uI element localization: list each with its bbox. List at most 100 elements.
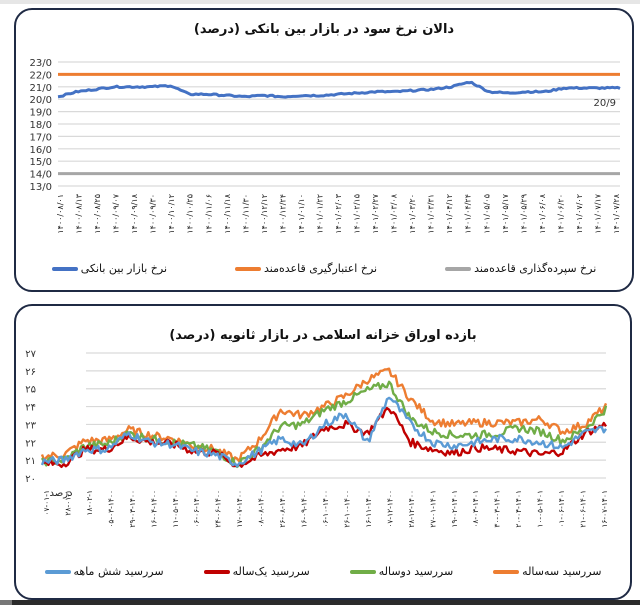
y-tick-label: ۲۴	[25, 403, 36, 414]
y-tick-label: ۲۶	[25, 367, 36, 378]
x-tick-label: ۱۴۰۱/۰۳/۰۸	[390, 193, 399, 233]
x-tick-label: ۱۴۰۱/۰۵/۰۵	[482, 194, 491, 234]
x-tick-label: ۲۶-۱۰-۱۴۰۰	[342, 490, 351, 528]
legend-item-deposit-rate: نرخ سپرده‌گذاری قاعده‌مند	[445, 262, 596, 275]
x-tick-label: ۱۴۰۱/۰۷/۲۸	[612, 193, 621, 233]
chart-title: دالان نرخ سود در بازار بین بانکی (درصد)	[193, 22, 455, 37]
x-tick-label: ۱۴۰۱/۰۴/۲۴	[464, 194, 473, 234]
y-tick-label: ۲۳	[25, 420, 36, 431]
svg-text:۰۵-۰۳-۱۴۰۰: ۰۵-۰۳-۱۴۰۰	[106, 490, 115, 528]
series-line	[40, 367, 608, 463]
y-tick-label: 17/0	[30, 132, 52, 143]
svg-text:۳۰-۰۳-۱۴۰۱: ۳۰-۰۳-۱۴۰۱	[493, 490, 502, 528]
y-tick-label: 18/0	[30, 120, 52, 131]
svg-text:۱۴۰۱/۰۶/۰۸: ۱۴۰۱/۰۶/۰۸	[538, 193, 547, 233]
x-tick-label: ۰۸-۰۸-۱۴۰۰	[257, 490, 266, 528]
legend-swatch	[51, 266, 78, 271]
svg-text:۲۷-۰۱-۱۴۰۱: ۲۷-۰۱-۱۴۰۱	[428, 490, 437, 528]
x-tick-label: ۱۴۰۰/۱۰/۲۵	[186, 194, 195, 234]
treasury-yield-chart: ۲۷ ۲۶ ۲۵ ۲۴ ۲۳ ۲۲ ۲۱ ۲۰ ۰۷-۰۱-۱ ۲۸-۰۱-۱ ۱۸-۰۲-۱ ۰۵-…	[25, 349, 609, 528]
top-divider	[0, 0, 640, 4]
y-tick-label: 21/0	[30, 83, 52, 94]
x-tick-label: ۲۷-۰۱-۱۴۰۱	[428, 490, 437, 528]
svg-text:۱۴۰۱/۰۶/۲۰: ۱۴۰۱/۰۶/۲۰	[556, 194, 565, 234]
interbank-corridor-panel: دالان نرخ سود در بازار بین بانکی (درصد) …	[14, 8, 634, 292]
x-tick-label: ۱۴۰۰/۱۲/۱۲	[260, 194, 269, 234]
legend-swatch	[203, 569, 230, 574]
svg-text:۱۴۰۱/۰۲/۲۷: ۱۴۰۱/۰۲/۲۷	[371, 193, 380, 233]
legend-swatch	[493, 569, 520, 574]
svg-text:۱۴۰۰/۰۸/۱۳: ۱۴۰۰/۰۸/۱۳	[75, 193, 84, 233]
x-tick-label: ۱۴۰۱/۰۶/۰۸	[538, 193, 547, 233]
svg-text:۱۶-۰۷-۱۴۰۱: ۱۶-۰۷-۱۴۰۱	[600, 490, 609, 528]
svg-text:۲۱-۰۶-۱۴۰۱: ۲۱-۰۶-۱۴۰۱	[579, 490, 588, 528]
svg-text:۱۶-۰۹-۱۴۰۰: ۱۶-۰۹-۱۴۰۰	[300, 490, 309, 528]
svg-text:۰۶-۱۰-۱۴۰۰: ۰۶-۱۰-۱۴۰۰	[321, 490, 330, 528]
svg-text:۱۴۰۰/۰۹/۳۰: ۱۴۰۰/۰۹/۳۰	[149, 194, 158, 234]
x-tick-label: ۱۸-۰۲-۱	[85, 490, 94, 516]
legend-item-lending-rate: نرخ اعتبارگیری قاعده‌مند	[235, 262, 377, 275]
x-tick-label: ۱۴۰۰/۰۸/۲۵	[93, 194, 102, 234]
x-tick-label: ۱۶-۱۱-۱۴۰۰	[364, 490, 373, 528]
svg-text:۰۷-۰۱-۱: ۰۷-۰۱-۱	[42, 490, 51, 516]
svg-text:۱۴۰۰/۰۸/۲۵: ۱۴۰۰/۰۸/۲۵	[93, 194, 102, 234]
x-tick-label: ۳۰-۰۳-۱۴۰۱	[493, 490, 502, 528]
x-tick-label: ۰۱-۰۶-۱۴۰۱	[557, 490, 566, 528]
x-tick-label: ۲۶-۰۸-۱۴۰۰	[278, 490, 287, 528]
bottom-bar	[0, 600, 640, 605]
svg-text:۱۴۰۰/۱۰/۱۲: ۱۴۰۰/۱۰/۱۲	[167, 194, 176, 234]
x-tick-label: ۱۶-۰۴-۱۴۰۰	[149, 490, 158, 528]
legend-item-interbank-rate: نرخ بازار بین بانکی	[51, 262, 167, 275]
x-tick-label: ۱۷-۰۷-۱۴۰۰	[235, 490, 244, 528]
svg-text:۱۴۰۰/۱۲/۱۲: ۱۴۰۰/۱۲/۱۲	[260, 194, 269, 234]
x-tick-label: ۱۴۰۱/۰۵/۱۷	[501, 193, 510, 233]
svg-text:۱۴۰۱/۰۳/۲۰: ۱۴۰۱/۰۳/۲۰	[408, 194, 417, 234]
svg-text:۱۴۰۰/۱۲/۲۴: ۱۴۰۰/۱۲/۲۴	[278, 194, 287, 234]
x-tick-label: ۱۴۰۰/۰۹/۰۷	[112, 193, 121, 233]
svg-text:۰۷-۱۲-۱۴۰۰: ۰۷-۱۲-۱۴۰۰	[385, 490, 394, 528]
svg-text:۰۱-۰۶-۱۴۰۱: ۰۱-۰۶-۱۴۰۱	[557, 490, 566, 528]
svg-text:۲۹-۰۳-۱۴۰۰: ۲۹-۰۳-۱۴۰۰	[128, 490, 137, 528]
y-tick-label: ۲۵	[25, 385, 36, 396]
x-tick-label: ۱۴۰۱/۰۷/۰۲	[575, 194, 584, 234]
svg-text:۱۴۰۱/۰۴/۱۲: ۱۴۰۱/۰۴/۱۲	[445, 194, 454, 234]
x-tick-label: ۱۶-۰۹-۱۴۰۰	[300, 490, 309, 528]
legend-item-2y: سررسید دوساله	[349, 565, 453, 578]
x-tick-label: ۱۴۰۰/۱۰/۱۲	[167, 194, 176, 234]
svg-text:۱۴۰۱/۰۷/۱۷: ۱۴۰۱/۰۷/۱۷	[593, 193, 602, 233]
x-tick-label: ۲۸-۰۱-۱	[63, 490, 72, 516]
legend-item-1y: سررسید یک‌ساله	[203, 565, 310, 578]
x-tick-label: ۱۴۰۱/۰۳/۳۱	[427, 194, 436, 234]
svg-text:۱۴۰۱/۰۳/۰۸: ۱۴۰۱/۰۳/۰۸	[390, 193, 399, 233]
x-tick-label: ۱۴۰۱/۰۷/۱۷	[593, 193, 602, 233]
svg-text:۱۹-۰۲-۱۴۰۱: ۱۹-۰۲-۱۴۰۱	[450, 490, 459, 528]
y-tick-label: ۲۰	[25, 474, 36, 485]
y-tick-label: 15/0	[30, 157, 52, 168]
svg-text:۱۴۰۱/۰۵/۰۵: ۱۴۰۱/۰۵/۰۵	[482, 194, 491, 234]
svg-text:۲۶-۱۰-۱۴۰۰: ۲۶-۱۰-۱۴۰۰	[342, 490, 351, 528]
series-line	[40, 396, 608, 468]
legend-swatch	[44, 569, 71, 574]
x-tick-label: ۰۵-۰۳-۱۴۰۰	[106, 490, 115, 528]
legend-swatch	[445, 266, 472, 271]
x-tick-label: ۱۴۰۰/۱۱/۳۰	[241, 194, 250, 234]
chart-legend: نرخ سپرده‌گذاری قاعده‌مند نرخ اعتبارگیری…	[16, 262, 632, 275]
x-tick-label: ۱۴۰۱/۰۲/۲۷	[371, 193, 380, 233]
svg-text:۰۶-۰۶-۱۴۰۰: ۰۶-۰۶-۱۴۰۰	[192, 490, 201, 528]
x-tick-label: ۱۴۰۱/۰۶/۲۰	[556, 194, 565, 234]
y-tick-label: 20/0	[30, 95, 52, 106]
legend-swatch	[235, 266, 262, 271]
svg-text:۰۸-۰۸-۱۴۰۰: ۰۸-۰۸-۱۴۰۰	[257, 490, 266, 528]
x-tick-label: ۱۴۰۱/۰۳/۲۰	[408, 194, 417, 234]
svg-text:۱۴۰۱/۰۵/۲۹: ۱۴۰۱/۰۵/۲۹	[519, 194, 528, 234]
y-tick-label: 23/0	[30, 58, 52, 69]
x-tick-label: ۱۴۰۰/۰۸/۱۳	[75, 193, 84, 233]
x-tick-label: ۰۶-۱۰-۱۴۰۰	[321, 490, 330, 528]
x-tick-label: ۱۴۰۰/۰۸/۰۱	[56, 194, 65, 234]
interbank-corridor-chart: 23/022/0 21/020/0 19/018/017/0 16/015/0 14/0…	[30, 58, 621, 234]
legend-item-3y: سررسید سه‌ساله	[493, 565, 602, 578]
x-tick-label: ۱۴۰۰/۰۹/۱۸	[130, 193, 139, 233]
svg-text:۱۴۰۱/۰۱/۲۲: ۱۴۰۱/۰۱/۲۲	[315, 194, 324, 234]
last-value-annotation: 20/9	[594, 98, 616, 109]
x-tick-label: ۰۶-۰۶-۱۴۰۰	[192, 490, 201, 528]
